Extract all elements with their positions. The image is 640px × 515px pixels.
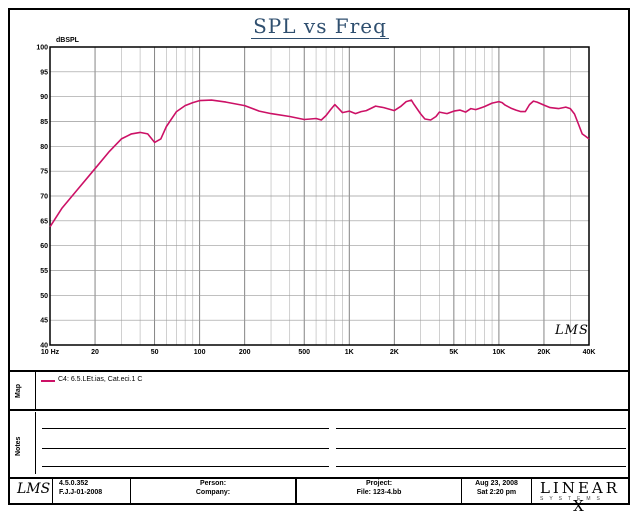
brand-cell [531,479,628,503]
notes-line [336,428,626,429]
y-tick-label: 55 [40,268,48,275]
map-panel-label: Map [11,372,36,410]
time-text: Sat 2:20 pm [476,489,517,496]
x-tick-label: 100 [194,349,206,356]
y-axis-label: dBSPL [56,37,79,44]
y-tick-label: 40 [40,343,48,350]
linearx-brand-subtitle: SYSTEMS [540,496,606,502]
y-tick-label: 80 [40,144,48,151]
notes-panel-label: Notes [11,412,36,474]
x-tick-label: 50 [151,349,159,356]
version-cell: 4.5.0.352 F.J.J-01-2008 [52,479,130,503]
person-cell: Person: Company: [130,479,295,503]
x-tick-label: 40K [583,349,596,356]
x-tick-label: 1K [345,349,354,356]
y-tick-label: 45 [40,318,48,325]
project-label: Project: [365,480,393,487]
y-tick-label: 95 [40,69,48,76]
y-tick-label: 60 [40,243,48,250]
date-text: Aug 23, 2008 [475,480,518,487]
x-tick-label: 20 [91,349,99,356]
person-label: Person: [199,480,227,487]
plot-area-border [49,46,590,346]
version-date: F.J.J-01-2008 [59,489,103,496]
y-tick-label: 85 [40,119,48,126]
notes-line [42,448,329,449]
y-tick-label: 75 [40,169,48,176]
x-tick-label: 2K [390,349,399,356]
page-frame [8,8,630,505]
lms-watermark-logo: LMS [555,323,589,338]
spl-frequency-chart: 40 45 50 55 60 65 70 75 80 85 90 95 100 10 Hz 20 50 100… [36,45,596,357]
x-tick-label: 20K [538,349,551,356]
company-label: Company: [195,489,231,496]
linearx-brand-logo: LINEAR X [539,479,621,515]
y-tick-label: 70 [40,194,48,201]
project-cell: Project: File: 123-4.bb [295,479,461,503]
x-tick-label: 10K [492,349,505,356]
footer-bar [8,477,630,505]
notes-line [42,466,329,467]
notes-line [336,466,626,467]
footer-lms-logo: LMS [17,481,51,497]
date-cell: Aug 23, 2008 Sat 2:20 pm [461,479,531,503]
y-tick-label: 100 [36,45,48,52]
y-tick-label: 90 [40,94,48,101]
y-tick-label: 65 [40,218,48,225]
version-number: 4.5.0.352 [59,480,89,487]
x-tick-label: 5K [449,349,458,356]
x-tick-label: 200 [239,349,251,356]
spl-curve-line [49,99,590,228]
notes-line [42,428,329,429]
x-tick-label: 10 Hz [41,349,60,356]
legend-entry: C4: 6.5.LEt.ias, Cat.eci.1 C [58,376,143,383]
map-panel [8,370,630,411]
notes-line [336,448,626,449]
chart-title: SPL vs Freq [251,14,389,39]
file-label: File: 123-4.bb [356,489,402,496]
y-tick-label: 50 [40,293,48,300]
legend-swatch [41,380,55,382]
x-tick-label: 500 [298,349,310,356]
